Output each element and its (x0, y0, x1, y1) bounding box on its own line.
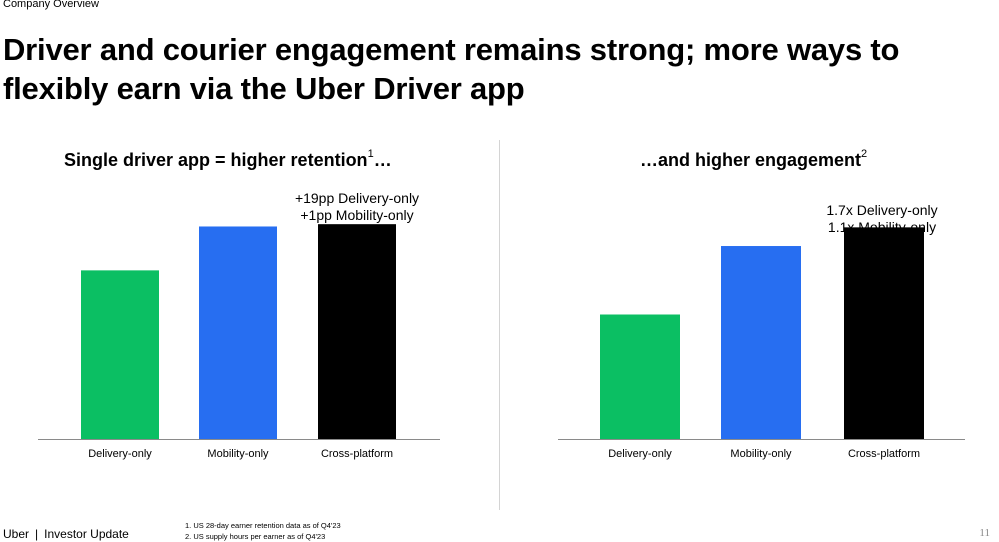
retention-tick-label: Cross-platform (321, 448, 393, 460)
retention-chart-footnote-ref: 1 (367, 148, 374, 160)
footer-brand: Uber | Investor Update (3, 527, 129, 541)
retention-tick-label: Mobility-only (207, 448, 269, 460)
engagement-tick-label: Mobility-only (730, 448, 792, 460)
retention-annotation: +19pp Delivery-only +1pp Mobility-only (295, 190, 419, 224)
engagement-bar-mobility-only (721, 246, 801, 439)
section-label: Company Overview (3, 0, 99, 10)
engagement-tick-label: Cross-platform (848, 448, 920, 460)
footer-separator: | (35, 527, 39, 541)
retention-annotation-line-1: +19pp Delivery-only (294, 190, 420, 206)
retention-chart-title: Single driver app = higher retention1… (64, 148, 392, 171)
page-title-line-2: flexibly earn via the Uber Driver app (3, 71, 525, 106)
footnotes: 1. US 28-day earner retention data as of… (185, 520, 341, 542)
engagement-bar-delivery-only (600, 314, 680, 439)
footnote-1: 1. US 28-day earner retention data as of… (185, 521, 341, 530)
engagement-bar-cross-platform (844, 227, 924, 439)
footnote-2: 2. US supply hours per earner as of Q4'2… (185, 532, 326, 541)
engagement-chart-title-text: …and higher engagement (640, 150, 862, 170)
footer-subtitle: Investor Update (44, 527, 129, 541)
page-title: Driver and courier engagement remains st… (3, 30, 993, 108)
engagement-annotation-line-1: 1.7x Delivery-only (826, 202, 938, 218)
footer-logo: Uber (3, 527, 30, 541)
retention-annotation-line-2: +1pp Mobility-only (300, 207, 414, 223)
engagement-chart-title: …and higher engagement2 (640, 148, 868, 171)
page-title-line-1: Driver and courier engagement remains st… (3, 32, 900, 67)
engagement-tick-label: Delivery-only (608, 448, 672, 460)
retention-chart-title-text: Single driver app = higher retention (64, 150, 368, 170)
retention-bar-cross-platform (318, 224, 396, 439)
retention-chart-title-suffix: … (373, 150, 392, 170)
retention-tick-label: Delivery-only (88, 448, 152, 460)
engagement-chart-footnote-ref: 2 (861, 148, 868, 160)
page-number: 11 (979, 527, 990, 539)
chart-divider (499, 140, 500, 510)
retention-bar-mobility-only (199, 226, 277, 439)
retention-bar-delivery-only (81, 270, 159, 439)
